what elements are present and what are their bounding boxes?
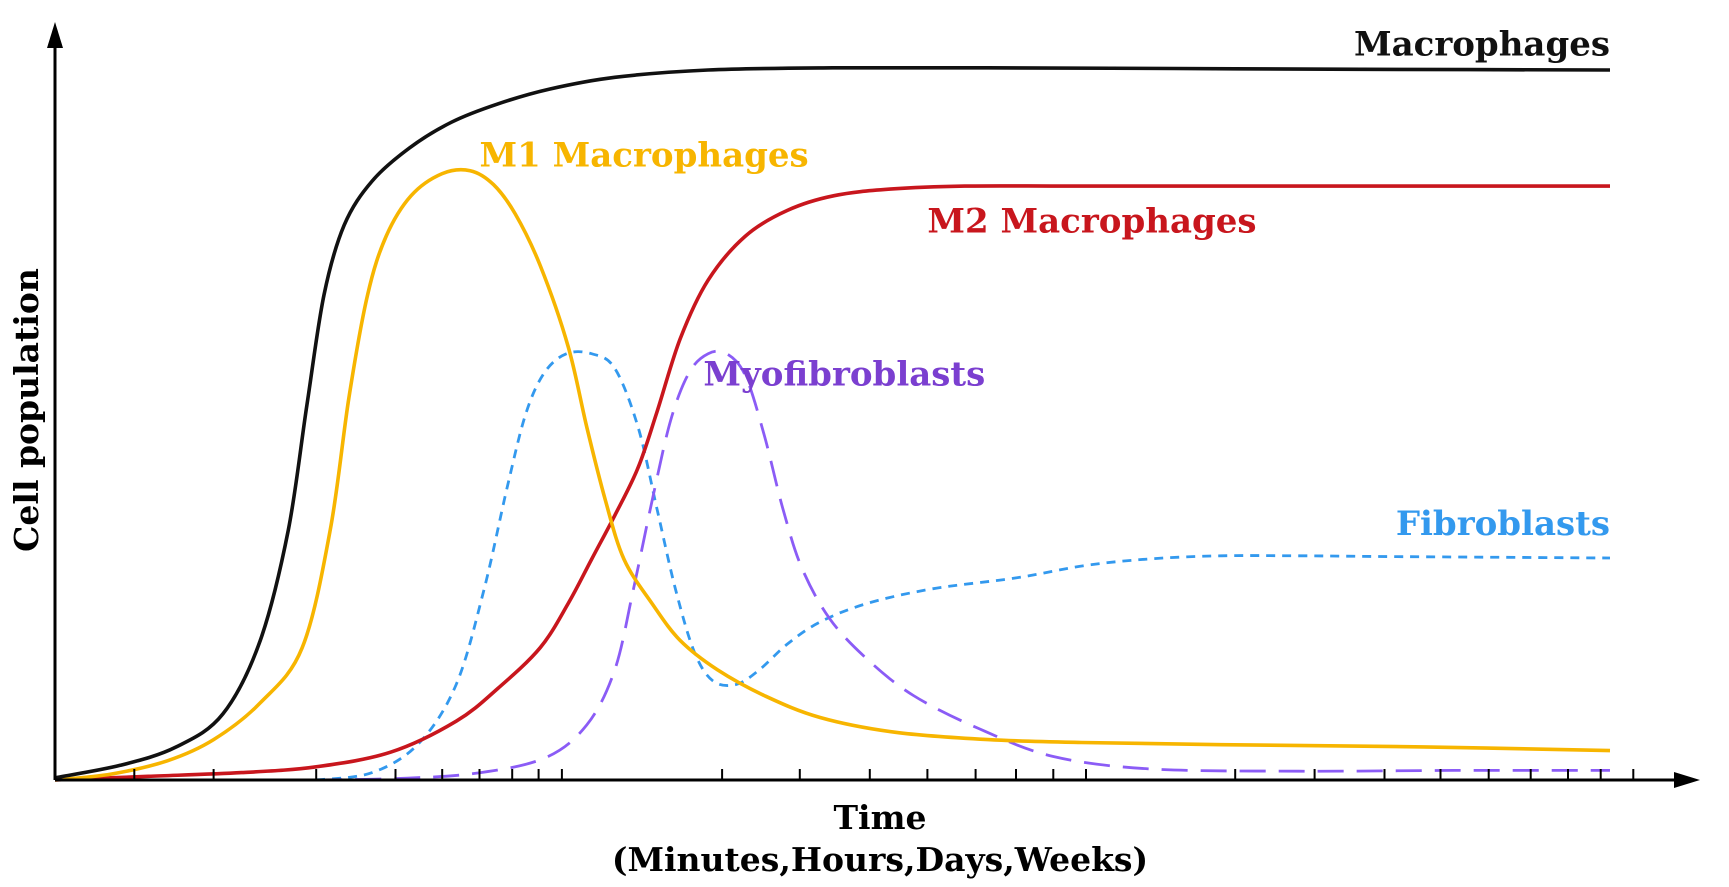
y-axis-arrow-icon [47, 22, 63, 48]
series-label-m2-macrophages: M2 Macrophages [927, 201, 1256, 241]
series-line-m2-macrophages [54, 184, 1610, 782]
series-layer [54, 65, 1611, 782]
x-axis-ticks [54, 769, 1635, 780]
x-axis-title: Time [833, 798, 926, 837]
series-line-myofibroblasts [316, 349, 1611, 782]
y-axis-title: Cell population [7, 268, 46, 552]
series-line-fibroblasts [316, 350, 1611, 782]
series-label-m1-macrophages: M1 Macrophages [480, 135, 809, 175]
series-line-m1-macrophages [54, 167, 1611, 782]
series-label-myofibroblasts: Myofibroblasts [703, 354, 985, 394]
x-axis-subtitle: (Minutes,Hours,Days,Weeks) [612, 840, 1148, 879]
x-axis-arrow-icon [1674, 772, 1700, 788]
series-labels: Macrophages M1 Macrophages M2 Macrophages M… [480, 24, 1611, 544]
series-label-fibroblasts: Fibroblasts [1396, 504, 1610, 544]
series-line-macrophages [54, 65, 1611, 780]
series-label-macrophages: Macrophages [1354, 24, 1610, 64]
